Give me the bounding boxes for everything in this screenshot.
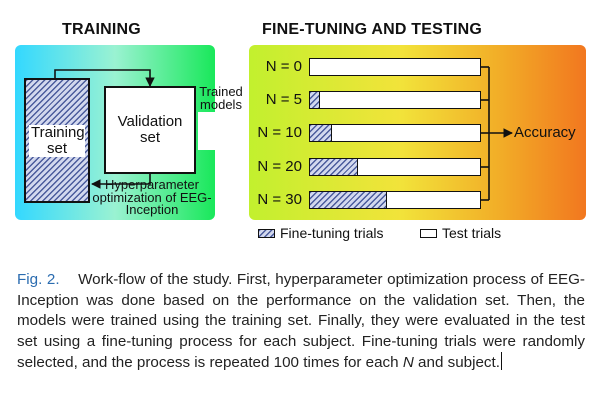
legend-finetune: Fine-tuning trials [258,225,384,241]
accuracy-label: Accuracy [514,124,576,141]
validation-set-label: Validation set [117,113,183,146]
finetune-fill [310,192,387,208]
finetune-fill [310,125,333,141]
caption-text: Work-flow of the study. First, hyperpara… [17,271,585,371]
finetune-fill [310,92,321,108]
validation-to-training-arrow [91,174,151,189]
trial-bar [309,58,481,76]
trial-bar [309,191,481,209]
trained-models-arrow [198,112,246,150]
caption-label: Fig. 2. [17,271,60,288]
legend-test-label: Test trials [442,225,502,241]
row-label-n5: N = 5 [265,91,302,108]
row-label-n10: N = 10 [257,124,302,141]
text-cursor [500,352,502,370]
caption-italic-n: N [402,354,414,371]
bracket-lines [481,66,490,201]
validation-set-box: Validation set [104,86,196,174]
flow-arrows [54,66,513,201]
training-heading: TRAINING [62,21,141,38]
legend-test: Test trials [420,225,501,241]
caption-tail: and subject. [418,354,500,371]
training-set-box: Training set [24,78,90,203]
trained-models-label: Trained models [199,84,243,112]
legend-finetune-label: Fine-tuning trials [280,225,384,241]
finetune-testing-heading: FINE-TUNING AND TESTING [262,21,482,38]
row-label-n30: N = 30 [257,191,302,208]
legend-hatched-swatch [258,228,275,238]
trial-bar [309,91,481,109]
hyperparameter-label: Hyperparameter optimization of EEG-Incep… [92,177,212,217]
trial-bar [309,158,481,176]
row-label-n20: N = 20 [257,158,302,175]
row-label-n0: N = 0 [265,58,302,75]
training-set-label: Training set [29,123,85,157]
finetune-fill [310,159,358,175]
legend-empty-swatch [420,228,437,238]
figure-caption: Fig. 2. Work-flow of the study. First, h… [17,270,585,374]
training-to-validation-arrow [54,69,155,87]
trial-bar [309,124,481,142]
